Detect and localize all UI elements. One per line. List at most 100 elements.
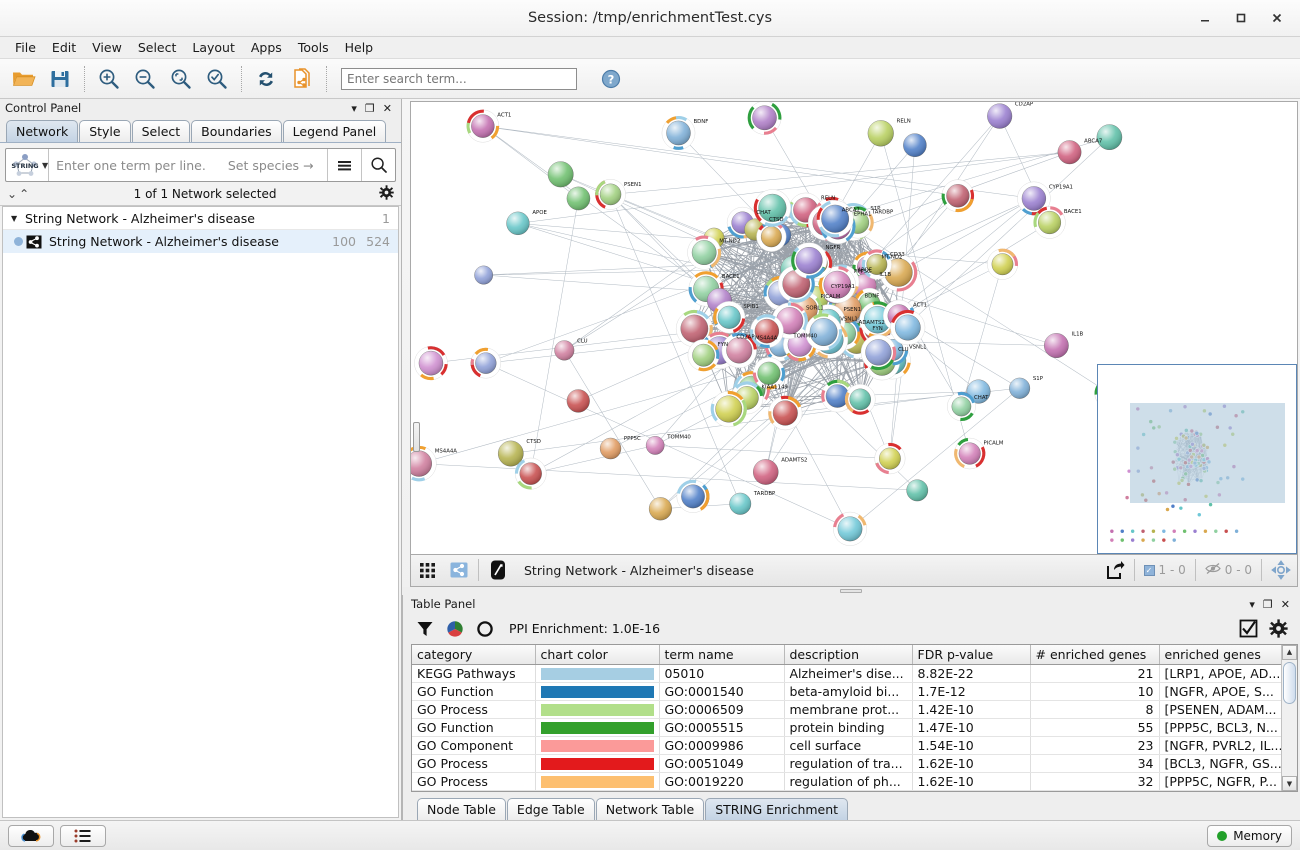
- checkbox-icon[interactable]: [1234, 616, 1262, 642]
- menu-file[interactable]: File: [15, 40, 36, 55]
- table-row[interactable]: KEGG Pathways 05010 Alzheimer's dise... 8.8…: [412, 664, 1281, 684]
- float-icon[interactable]: ❐: [1262, 597, 1273, 611]
- network-node[interactable]: [791, 242, 828, 279]
- table-row[interactable]: GO Process GO:0006509 membrane prot... 1.42…: [412, 700, 1281, 720]
- tab-string-enrichment[interactable]: STRING Enrichment: [705, 798, 849, 820]
- network-node[interactable]: [987, 248, 1018, 280]
- memory-indicator[interactable]: Memory: [1207, 824, 1292, 847]
- network-node[interactable]: [721, 332, 757, 369]
- zoom-out-icon[interactable]: [127, 62, 163, 96]
- menu-select[interactable]: Select: [137, 40, 177, 55]
- network-node[interactable]: [713, 301, 746, 334]
- search-input[interactable]: [341, 67, 577, 90]
- search-icon[interactable]: [362, 149, 395, 181]
- network-node[interactable]: [547, 161, 574, 188]
- network-node[interactable]: [645, 436, 665, 455]
- table-row[interactable]: GO Function GO:0001540 beta-amyloid bi... 1…: [412, 682, 1281, 702]
- help-icon[interactable]: ?: [593, 62, 629, 96]
- network-node[interactable]: [833, 511, 867, 546]
- tab-node-table[interactable]: Node Table: [417, 798, 506, 820]
- network-node[interactable]: [1043, 333, 1069, 358]
- task-list-icon[interactable]: [60, 824, 106, 847]
- col-category[interactable]: category: [412, 644, 536, 666]
- network-canvas[interactable]: MT-ND2 VSNL1 FYN IL1B CHAT ADAMTS2 TOMM40 CLU AP…: [410, 101, 1298, 555]
- network-node[interactable]: [1057, 140, 1082, 165]
- vertical-splitter[interactable]: [402, 586, 1300, 595]
- node-selection-checkbox-icon[interactable]: ✓: [1143, 564, 1155, 576]
- network-overview-minimap[interactable]: [1097, 363, 1297, 554]
- network-node[interactable]: [867, 120, 894, 147]
- close-icon[interactable]: ✕: [382, 101, 392, 115]
- minimize-button[interactable]: [1188, 4, 1222, 32]
- table-row[interactable]: GO Component GO:0009986 cell surface 1.54E-…: [412, 736, 1281, 756]
- network-node[interactable]: [890, 309, 926, 346]
- col-fdr-pvalue[interactable]: FDR p-value: [912, 644, 1031, 666]
- network-node[interactable]: [497, 440, 524, 467]
- string-logo-icon[interactable]: STRING: [6, 149, 44, 181]
- network-node[interactable]: [514, 457, 547, 490]
- tab-edge-table[interactable]: Edge Table: [506, 798, 595, 820]
- network-node[interactable]: [752, 357, 786, 390]
- table-row[interactable]: GO Function GO:0005515 protein binding 1.47…: [412, 718, 1281, 738]
- network-node[interactable]: [676, 479, 710, 513]
- tree-network-row[interactable]: String Network - Alzheimer's disease 100…: [3, 230, 398, 253]
- network-node[interactable]: [747, 101, 782, 135]
- network-graph[interactable]: MT-ND2 VSNL1 FYN IL1B CHAT ADAMTS2 TOMM40 CLU AP…: [411, 101, 1297, 554]
- menu-layout[interactable]: Layout: [192, 40, 235, 55]
- collapse-all-icon[interactable]: ⌄: [7, 186, 17, 201]
- float-icon[interactable]: ❐: [364, 101, 375, 115]
- cloud-icon[interactable]: [8, 824, 54, 847]
- network-node[interactable]: [941, 179, 975, 213]
- tree-group-row[interactable]: ▼ String Network - Alzheimer's disease 1: [3, 207, 398, 230]
- network-node[interactable]: [1017, 181, 1051, 216]
- set-species-link[interactable]: Set species →: [227, 157, 314, 173]
- network-node[interactable]: [844, 383, 876, 415]
- tab-network[interactable]: Network: [6, 120, 79, 142]
- hamburger-icon[interactable]: [328, 149, 361, 181]
- scroll-up-icon[interactable]: ▲: [1282, 644, 1297, 660]
- close-icon[interactable]: ✕: [1280, 597, 1290, 611]
- network-node[interactable]: [506, 211, 530, 236]
- zoom-selected-icon[interactable]: [199, 62, 235, 96]
- string-term-input[interactable]: Enter one term per line. Set species →: [49, 149, 327, 181]
- network-node[interactable]: [818, 266, 856, 304]
- network-node[interactable]: [768, 395, 803, 431]
- network-node[interactable]: [648, 497, 672, 521]
- string-species-caret-icon[interactable]: ▼: [42, 160, 49, 170]
- close-button[interactable]: [1260, 4, 1294, 32]
- table-vertical-scrollbar[interactable]: ▲ ▼: [1281, 644, 1297, 791]
- table-row[interactable]: GO Process GO:0019220 regulation of ph... 1…: [412, 772, 1281, 791]
- network-node[interactable]: [805, 313, 843, 351]
- network-node[interactable]: [750, 314, 784, 349]
- export-network-icon[interactable]: [284, 62, 320, 96]
- zoom-in-icon[interactable]: [91, 62, 127, 96]
- open-folder-icon[interactable]: [6, 62, 42, 96]
- tab-style[interactable]: Style: [79, 120, 131, 142]
- network-node[interactable]: [1009, 377, 1031, 399]
- network-node[interactable]: [874, 442, 906, 475]
- network-node[interactable]: [860, 334, 897, 371]
- network-node[interactable]: [816, 200, 854, 238]
- network-node[interactable]: [687, 339, 720, 372]
- menu-help[interactable]: Help: [344, 40, 374, 55]
- menu-edit[interactable]: Edit: [51, 40, 77, 55]
- network-node[interactable]: [470, 347, 502, 379]
- col-term-name[interactable]: term name: [659, 644, 785, 666]
- network-node[interactable]: [1033, 206, 1066, 239]
- donut-chart-icon[interactable]: [471, 616, 499, 642]
- scroll-thumb[interactable]: [1283, 661, 1296, 704]
- network-node[interactable]: [661, 116, 696, 150]
- panel-resize-handle[interactable]: [413, 422, 420, 452]
- network-node[interactable]: [903, 133, 927, 158]
- tab-select[interactable]: Select: [131, 120, 191, 142]
- network-node[interactable]: [753, 189, 792, 227]
- col-enriched-genes[interactable]: enriched genes: [1159, 644, 1281, 666]
- network-node[interactable]: [861, 249, 892, 280]
- birds-eye-icon[interactable]: [1265, 556, 1297, 584]
- network-node[interactable]: [474, 265, 494, 285]
- network-node[interactable]: [756, 221, 787, 252]
- chevron-down-icon[interactable]: ▾: [351, 101, 357, 115]
- network-node[interactable]: [1096, 124, 1123, 151]
- network-node[interactable]: [954, 437, 986, 470]
- gear-icon[interactable]: [379, 184, 394, 203]
